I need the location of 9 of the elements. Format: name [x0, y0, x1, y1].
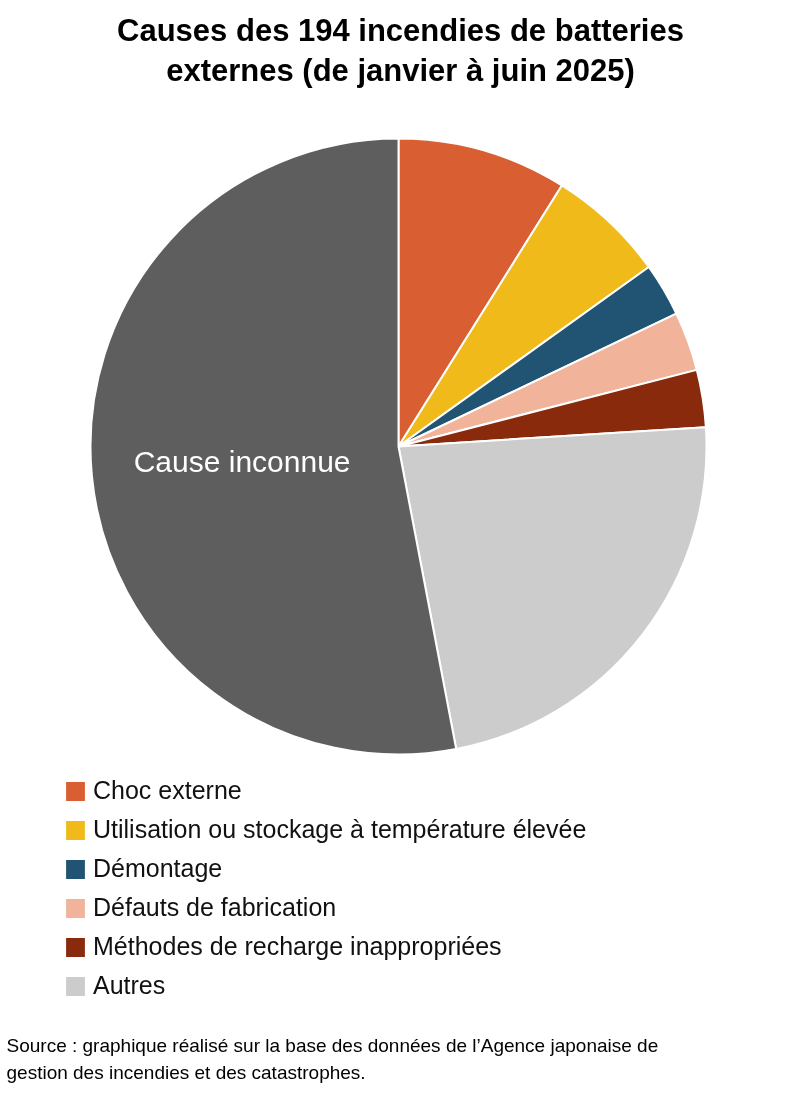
- legend-label: Utilisation ou stockage à température élevée: [93, 815, 587, 844]
- legend-label: Méthodes de recharge inappropriées: [93, 932, 502, 961]
- slice-label: Cause inconnue: [133, 444, 351, 478]
- chart-title: Causes des 194 incendies de batteries externes (de janvier à juin 2025): [117, 13, 684, 88]
- legend-label: Autres: [93, 971, 166, 1000]
- legend-label: Défauts de fabrication: [93, 893, 337, 922]
- legend-label: Démontage: [93, 854, 223, 883]
- legend-label: Choc externe: [93, 776, 242, 805]
- source-note: Source : graphique réalisé sur la base des données de l’Agence japonaise de gestion des incendies et des catastrophes.: [6, 1035, 659, 1083]
